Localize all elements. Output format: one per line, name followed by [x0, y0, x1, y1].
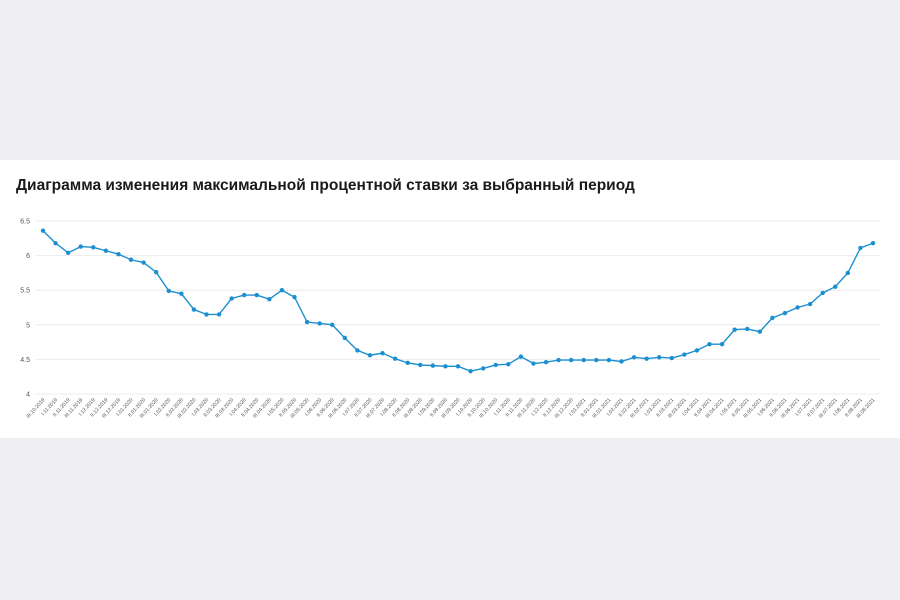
data-point[interactable]: [355, 348, 360, 353]
data-point[interactable]: [455, 364, 461, 369]
data-point[interactable]: [304, 319, 310, 325]
y-tick-label: 6: [26, 253, 30, 260]
data-point[interactable]: [153, 270, 159, 275]
data-point[interactable]: [757, 329, 763, 334]
data-point[interactable]: [556, 357, 561, 363]
data-point[interactable]: [116, 252, 121, 257]
grid: [36, 220, 880, 395]
data-points: [40, 228, 876, 374]
data-point[interactable]: [405, 360, 410, 366]
data-point[interactable]: [543, 359, 549, 365]
data-point[interactable]: [317, 321, 322, 326]
data-point[interactable]: [682, 352, 687, 357]
data-point[interactable]: [279, 288, 285, 293]
data-point[interactable]: [342, 335, 348, 341]
data-point[interactable]: [694, 348, 700, 353]
data-point[interactable]: [870, 240, 876, 246]
y-tick-label: 5: [26, 322, 30, 329]
chart-card: Диаграмма изменения максимальной процент…: [0, 160, 900, 438]
data-point[interactable]: [380, 350, 385, 356]
y-tick-label: 4.5: [20, 357, 30, 364]
data-point[interactable]: [430, 363, 436, 368]
series: [42, 230, 874, 372]
data-point[interactable]: [392, 356, 398, 361]
series-line: [42, 230, 874, 372]
y-tick-label: 4: [26, 392, 30, 399]
data-point[interactable]: [820, 290, 825, 296]
data-point[interactable]: [480, 366, 486, 371]
data-point[interactable]: [707, 341, 712, 347]
data-point[interactable]: [657, 355, 662, 360]
data-point[interactable]: [493, 362, 498, 368]
data-point[interactable]: [468, 368, 473, 374]
data-point[interactable]: [807, 301, 813, 307]
data-point[interactable]: [669, 355, 674, 361]
data-point[interactable]: [719, 341, 725, 347]
data-point[interactable]: [594, 357, 599, 363]
data-point[interactable]: [141, 260, 146, 265]
data-point[interactable]: [166, 288, 171, 294]
data-point[interactable]: [128, 257, 134, 262]
data-point[interactable]: [795, 305, 800, 310]
data-point[interactable]: [631, 355, 637, 360]
data-point[interactable]: [216, 312, 222, 317]
data-point[interactable]: [833, 284, 838, 289]
data-point[interactable]: [367, 353, 373, 358]
data-point[interactable]: [254, 292, 259, 298]
x-axis: III.10.2019I.11.2019II.11.2019III.11.201…: [26, 397, 877, 419]
data-point[interactable]: [506, 362, 511, 367]
data-point[interactable]: [40, 228, 46, 233]
data-point[interactable]: [581, 357, 586, 363]
data-point[interactable]: [518, 354, 524, 359]
data-point[interactable]: [418, 362, 423, 368]
data-point[interactable]: [606, 357, 612, 363]
chart-title: Диаграмма изменения максимальной процент…: [16, 177, 635, 194]
data-point[interactable]: [531, 361, 536, 366]
data-point[interactable]: [644, 356, 649, 361]
data-point[interactable]: [858, 245, 863, 251]
data-point[interactable]: [732, 327, 737, 332]
data-point[interactable]: [619, 359, 624, 364]
data-point[interactable]: [770, 315, 775, 321]
data-point[interactable]: [330, 322, 335, 327]
data-point[interactable]: [53, 240, 58, 246]
data-point[interactable]: [782, 310, 788, 316]
data-point[interactable]: [65, 250, 71, 256]
data-point[interactable]: [745, 326, 750, 332]
data-point[interactable]: [242, 292, 247, 298]
data-point[interactable]: [103, 248, 109, 253]
data-point[interactable]: [443, 364, 448, 369]
data-point[interactable]: [78, 244, 83, 249]
data-point[interactable]: [292, 294, 297, 300]
y-tick-label: 5.5: [20, 288, 30, 295]
data-point[interactable]: [191, 307, 197, 312]
data-point[interactable]: [204, 312, 209, 317]
data-point[interactable]: [845, 270, 851, 276]
data-point[interactable]: [91, 245, 96, 250]
line-chart: 6.5 6 5.5 5 4.5 4 III.10.2019I.11.2019II.11.2…: [20, 219, 880, 420]
data-point[interactable]: [229, 296, 234, 301]
data-point[interactable]: [179, 291, 184, 296]
y-tick-label: 6.5: [20, 219, 30, 226]
data-point[interactable]: [568, 357, 574, 363]
y-axis: 6.5 6 5.5 5 4.5 4: [20, 219, 30, 399]
data-point[interactable]: [267, 296, 272, 302]
